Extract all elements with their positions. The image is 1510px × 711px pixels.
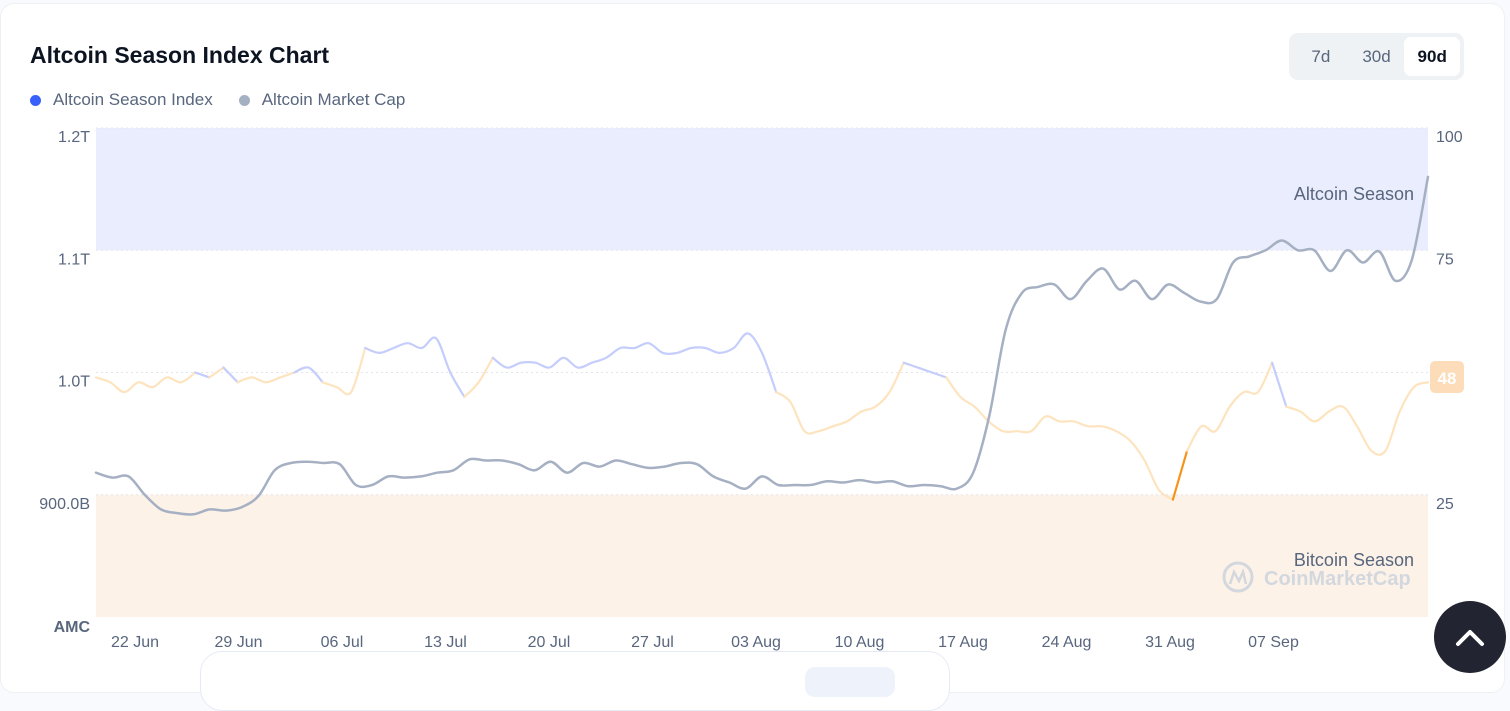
series-line-altcoin-season-index — [194, 371, 211, 379]
series-line-altcoin-season-index — [222, 366, 239, 384]
x-axis-tick: 20 Jul — [528, 634, 571, 651]
scroll-to-top-button[interactable] — [1434, 601, 1506, 673]
series-line-altcoin-season-index — [1186, 361, 1274, 452]
series-line-altcoin-season-index — [1171, 449, 1189, 501]
range-tab-30d[interactable]: 30d — [1362, 46, 1391, 66]
series-line-altcoin-season-index — [321, 346, 367, 396]
series-line-altcoin-season-index — [775, 361, 905, 435]
series-line-altcoin-season-index — [1271, 361, 1288, 408]
band-bitcoin-season — [96, 494, 1428, 617]
x-axis-tick: 24 Aug — [1042, 634, 1092, 651]
series-line-altcoin-season-index — [1285, 381, 1430, 456]
left-axis-tick: 1.2T — [58, 129, 90, 146]
series-line-altcoin-season-index — [945, 376, 1174, 501]
chart-svg: CoinMarketCap Altcoin Season Bitcoin Sea… — [39, 127, 1464, 651]
x-axis-tick: 31 Aug — [1145, 634, 1195, 651]
right-axis-tick: 75 — [1436, 251, 1454, 268]
page-title: Altcoin Season Index Chart — [30, 42, 330, 68]
x-axis-tick: 17 Aug — [938, 634, 988, 651]
series-line-altcoin-season-index — [293, 366, 324, 384]
x-axis-tick: 03 Aug — [731, 634, 781, 651]
series-line-altcoin-season-index — [463, 356, 494, 398]
left-axis-label: AMC — [54, 619, 91, 636]
series-line-altcoin-season-index — [491, 332, 778, 394]
chevron-up-icon — [1456, 630, 1484, 646]
x-axis-tick: 27 Jul — [631, 634, 674, 651]
range-tab-7d[interactable]: 7d — [1311, 46, 1331, 66]
bottom-pill — [805, 667, 895, 697]
watermark-text: CoinMarketCap — [1264, 568, 1411, 590]
legend-item-asi[interactable]: Altcoin Season Index — [30, 90, 213, 110]
series-line-altcoin-season-index — [902, 361, 948, 379]
x-axis-tick: 13 Jul — [424, 634, 467, 651]
watermark: CoinMarketCap — [1222, 561, 1411, 593]
series-line-altcoin-season-index — [364, 336, 466, 398]
coinmarketcap-logo-mark — [1228, 568, 1248, 585]
badge-value: 48 — [1438, 369, 1457, 388]
x-axis-tick: 06 Jul — [321, 634, 364, 651]
badge-bg — [1430, 361, 1464, 393]
band-altcoin-season — [96, 128, 1428, 251]
series-line-altcoin-season-index — [94, 371, 197, 394]
right-axis-tick: 100 — [1436, 129, 1463, 146]
series-line-altcoin-market-cap — [94, 175, 1430, 516]
left-axis-tick: 1.0T — [58, 374, 90, 391]
right-axis-tick: 25 — [1436, 496, 1454, 513]
left-axis-tick: 900.0B — [39, 496, 90, 513]
current-value-badge: 48 — [1430, 361, 1464, 393]
band-label-bitcoin-season: Bitcoin Season — [1294, 550, 1414, 570]
x-axis-tick: 29 Jun — [214, 634, 262, 651]
band-label-altcoin-season: Altcoin Season — [1294, 184, 1414, 204]
legend-label-asi: Altcoin Season Index — [53, 90, 213, 109]
legend-dot-asi — [30, 94, 41, 106]
legend-dot-amc — [238, 94, 250, 106]
x-axis-tick: 07 Sep — [1248, 634, 1299, 651]
legend-label-amc: Altcoin Market Cap — [261, 90, 406, 109]
x-axis-tick: 10 Aug — [835, 634, 885, 651]
series-line-altcoin-season-index — [236, 371, 296, 384]
legend-item-amc[interactable]: Altcoin Market Cap — [238, 90, 406, 110]
left-axis-tick: 1.1T — [58, 251, 90, 268]
x-axis-tick: 22 Jun — [111, 634, 159, 651]
range-selector: 7d 30d 90d — [1289, 33, 1464, 80]
chart-legend: Altcoin Season Index Altcoin Market Cap — [30, 90, 405, 110]
range-tab-90d[interactable]: 90d — [1404, 37, 1461, 76]
coinmarketcap-logo-icon — [1222, 561, 1254, 593]
